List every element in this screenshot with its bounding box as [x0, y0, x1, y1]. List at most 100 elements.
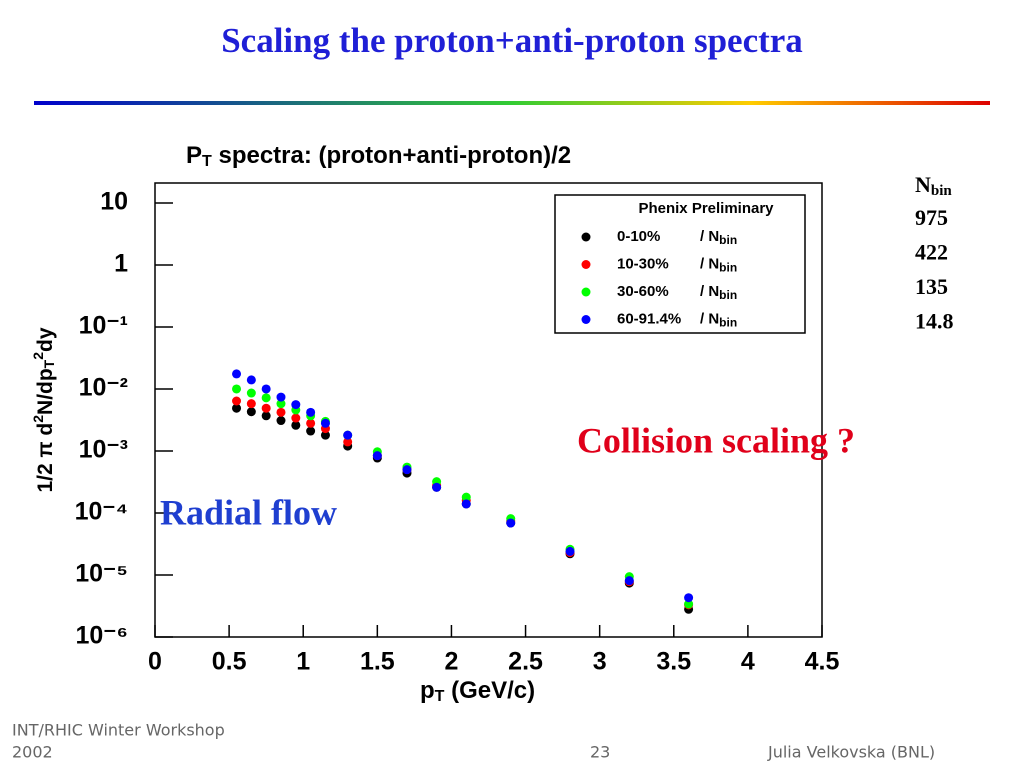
- annotation: Collision scaling ?: [577, 420, 855, 460]
- data-point: [276, 407, 286, 417]
- x-axis-title-part: p: [420, 677, 435, 704]
- data-point: [506, 518, 516, 528]
- data-point: [320, 430, 330, 440]
- annotation: Radial flow: [160, 492, 337, 532]
- legend-suffix: / Nbin: [700, 255, 737, 274]
- data-point: [565, 546, 575, 556]
- legend-marker: [581, 287, 591, 297]
- legend-suffix-part: bin: [719, 260, 737, 274]
- data-point: [261, 393, 271, 403]
- x-tick-label: 4.5: [805, 648, 840, 676]
- data-point: [246, 375, 256, 385]
- y-axis-title: 1/2 π d2N/dpT2dy: [30, 327, 56, 492]
- footer-left: INT/RHIC Winter Workshop: [12, 721, 225, 740]
- x-tick-label: 1: [296, 648, 310, 676]
- x-tick-label: 0.5: [212, 648, 247, 676]
- legend-title: Phenix Preliminary: [638, 200, 774, 217]
- legend-box: [554, 194, 806, 334]
- legend-suffix: / Nbin: [700, 283, 737, 302]
- nbin-header-part: N: [915, 172, 931, 197]
- nbin-header: Nbin: [915, 172, 952, 199]
- data-point: [402, 465, 412, 475]
- data-point: [261, 384, 271, 394]
- chart-title: PT spectra: (proton+anti-proton)/2: [186, 142, 571, 170]
- chart-title-part: T: [202, 153, 212, 170]
- y-tick-label: 10⁻⁶: [75, 622, 128, 650]
- y-tick-label: 10⁻³: [79, 436, 128, 464]
- data-point: [291, 413, 301, 423]
- x-axis-title-part: T: [435, 688, 445, 705]
- y-axis-title-part: 2: [30, 352, 46, 360]
- y-tick-label: 1: [114, 250, 128, 278]
- data-point: [261, 403, 271, 413]
- data-point: [461, 492, 471, 502]
- data-point: [276, 399, 286, 409]
- x-tick-label: 1.5: [360, 648, 395, 676]
- legend-marker: [581, 260, 591, 269]
- data-point: [624, 576, 634, 586]
- y-axis-title-part: 2: [30, 415, 46, 423]
- legend-suffix-part: / N: [700, 283, 719, 300]
- x-tick-label: 3: [593, 648, 607, 676]
- data-point: [246, 407, 256, 417]
- data-point: [291, 400, 301, 410]
- slide-title: Scaling the proton+anti-proton spectra: [221, 21, 803, 60]
- data-point: [320, 418, 330, 428]
- data-point: [232, 403, 242, 413]
- nbin-header-part: bin: [931, 183, 953, 199]
- legend-label: 10-30%: [617, 255, 669, 272]
- x-tick-label: 0: [148, 648, 162, 676]
- legend-suffix: / Nbin: [700, 228, 737, 247]
- x-axis-title: pT (GeV/c): [420, 677, 535, 705]
- x-tick-label: 4: [741, 648, 755, 676]
- data-point: [291, 420, 301, 430]
- legend-suffix-part: bin: [719, 233, 737, 247]
- legend-label: 30-60%: [617, 283, 669, 300]
- x-tick-label: 2.5: [508, 648, 543, 676]
- chart-title-part: spectra: (proton+anti-proton)/2: [212, 142, 571, 169]
- y-tick-label: 10⁻⁵: [75, 560, 128, 588]
- data-point: [306, 426, 316, 436]
- legend-suffix-part: bin: [719, 315, 737, 329]
- y-axis-title-part: 1/2 π d: [34, 423, 57, 493]
- y-tick-label: 10: [100, 188, 128, 216]
- legend-label: 0-10%: [617, 228, 660, 245]
- legend-suffix-part: / N: [700, 255, 719, 272]
- data-point: [246, 399, 256, 409]
- legend-marker: [581, 232, 591, 242]
- data-point: [276, 392, 286, 402]
- y-axis-title-part: dy: [34, 327, 57, 352]
- title-rule: [34, 101, 990, 105]
- legend-suffix-part: / N: [700, 310, 719, 327]
- legend-label: 60-91.4%: [617, 310, 681, 327]
- x-axis-title-part: (GeV/c): [444, 677, 535, 704]
- legend-suffix: / Nbin: [700, 310, 737, 329]
- data-point: [306, 418, 316, 428]
- data-point: [276, 416, 286, 426]
- data-point: [684, 593, 694, 603]
- legend-suffix-part: bin: [719, 288, 737, 302]
- data-point: [246, 388, 256, 398]
- data-point: [461, 499, 471, 509]
- y-axis-title-part: T: [41, 359, 57, 368]
- data-point: [372, 451, 382, 461]
- data-point: [261, 411, 271, 421]
- nbin-value: 975: [915, 205, 948, 230]
- y-tick-label: 10⁻²: [79, 374, 128, 402]
- data-point: [306, 407, 316, 417]
- data-point: [684, 599, 694, 609]
- chart-title-part: P: [186, 142, 202, 169]
- x-tick-label: 3.5: [656, 648, 691, 676]
- y-axis-title-part: N/dp: [34, 368, 57, 415]
- nbin-value: 422: [915, 240, 948, 265]
- data-point: [343, 437, 353, 447]
- footer-left: 2002: [12, 743, 53, 762]
- data-point: [432, 482, 442, 492]
- x-tick-label: 2: [444, 648, 458, 676]
- legend-marker: [581, 315, 591, 324]
- data-point: [343, 430, 353, 440]
- nbin-value: 14.8: [915, 309, 954, 334]
- data-point: [232, 369, 242, 379]
- nbin-value: 135: [915, 274, 948, 299]
- y-tick-label: 10⁻⁴: [75, 498, 128, 526]
